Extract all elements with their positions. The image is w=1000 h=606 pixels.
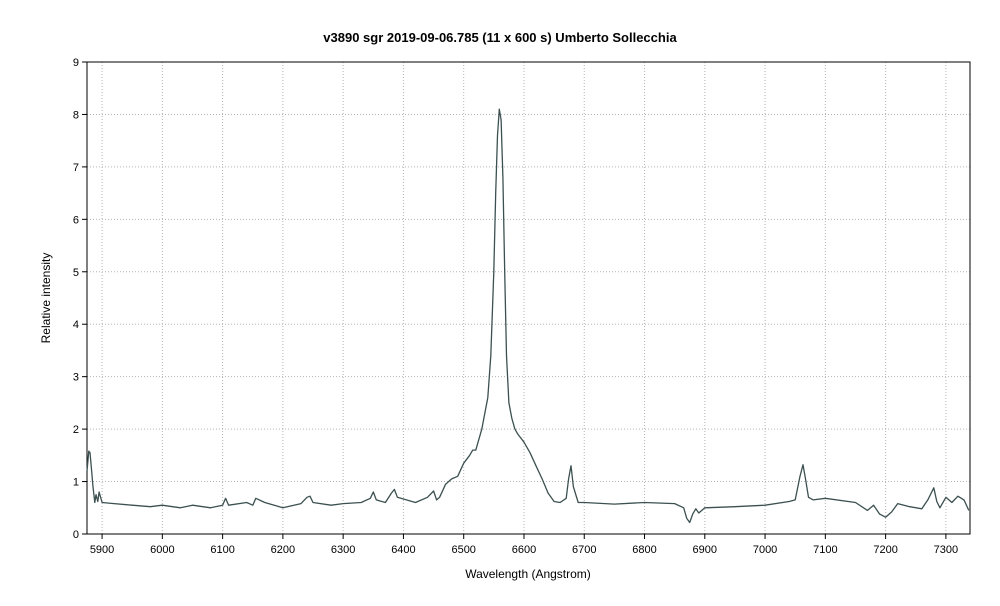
x-tick-label: 7200 [873, 544, 897, 556]
y-tick-label: 1 [73, 477, 79, 489]
y-tick-label: 5 [73, 267, 79, 279]
y-tick-label: 4 [73, 319, 79, 331]
y-axis-ticks: 0 1 2 3 4 5 6 7 8 9 [73, 57, 87, 541]
x-tick-label: 6800 [632, 544, 656, 556]
spectrum-line [86, 108, 970, 524]
x-axis-label: Wavelength (Angstrom) [465, 567, 591, 581]
x-tick-label: 5900 [90, 544, 114, 556]
x-tick-label: 7100 [813, 544, 837, 556]
x-tick-label: 6700 [572, 544, 596, 556]
y-tick-label: 0 [73, 529, 79, 541]
x-tick-label: 6900 [693, 544, 717, 556]
x-tick-label: 6500 [451, 544, 475, 556]
x-axis-ticks: 5900 6000 6100 6200 6300 6400 6500 6600 6700 6800… [90, 534, 958, 556]
y-tick-label: 8 [73, 109, 79, 121]
plot-frame [86, 61, 971, 535]
x-tick-label: 6400 [391, 544, 415, 556]
y-tick-label: 9 [73, 57, 79, 69]
x-tick-label: 6000 [150, 544, 174, 556]
x-tick-label: 6600 [512, 544, 536, 556]
y-tick-label: 7 [73, 162, 79, 174]
x-tick-label: 6100 [210, 544, 234, 556]
x-tick-label: 7300 [934, 544, 958, 556]
x-tick-label: 6300 [331, 544, 355, 556]
y-tick-label: 3 [73, 372, 79, 384]
chart-title: v3890 sgr 2019-09-06.785 (11 x 600 s) Um… [323, 30, 677, 45]
x-tick-label: 6200 [271, 544, 295, 556]
x-tick-label: 7000 [753, 544, 777, 556]
y-tick-label: 6 [73, 214, 79, 226]
grid-layer [87, 62, 970, 534]
y-axis-label: Relative intensity [39, 253, 53, 344]
y-tick-label: 2 [73, 424, 79, 436]
